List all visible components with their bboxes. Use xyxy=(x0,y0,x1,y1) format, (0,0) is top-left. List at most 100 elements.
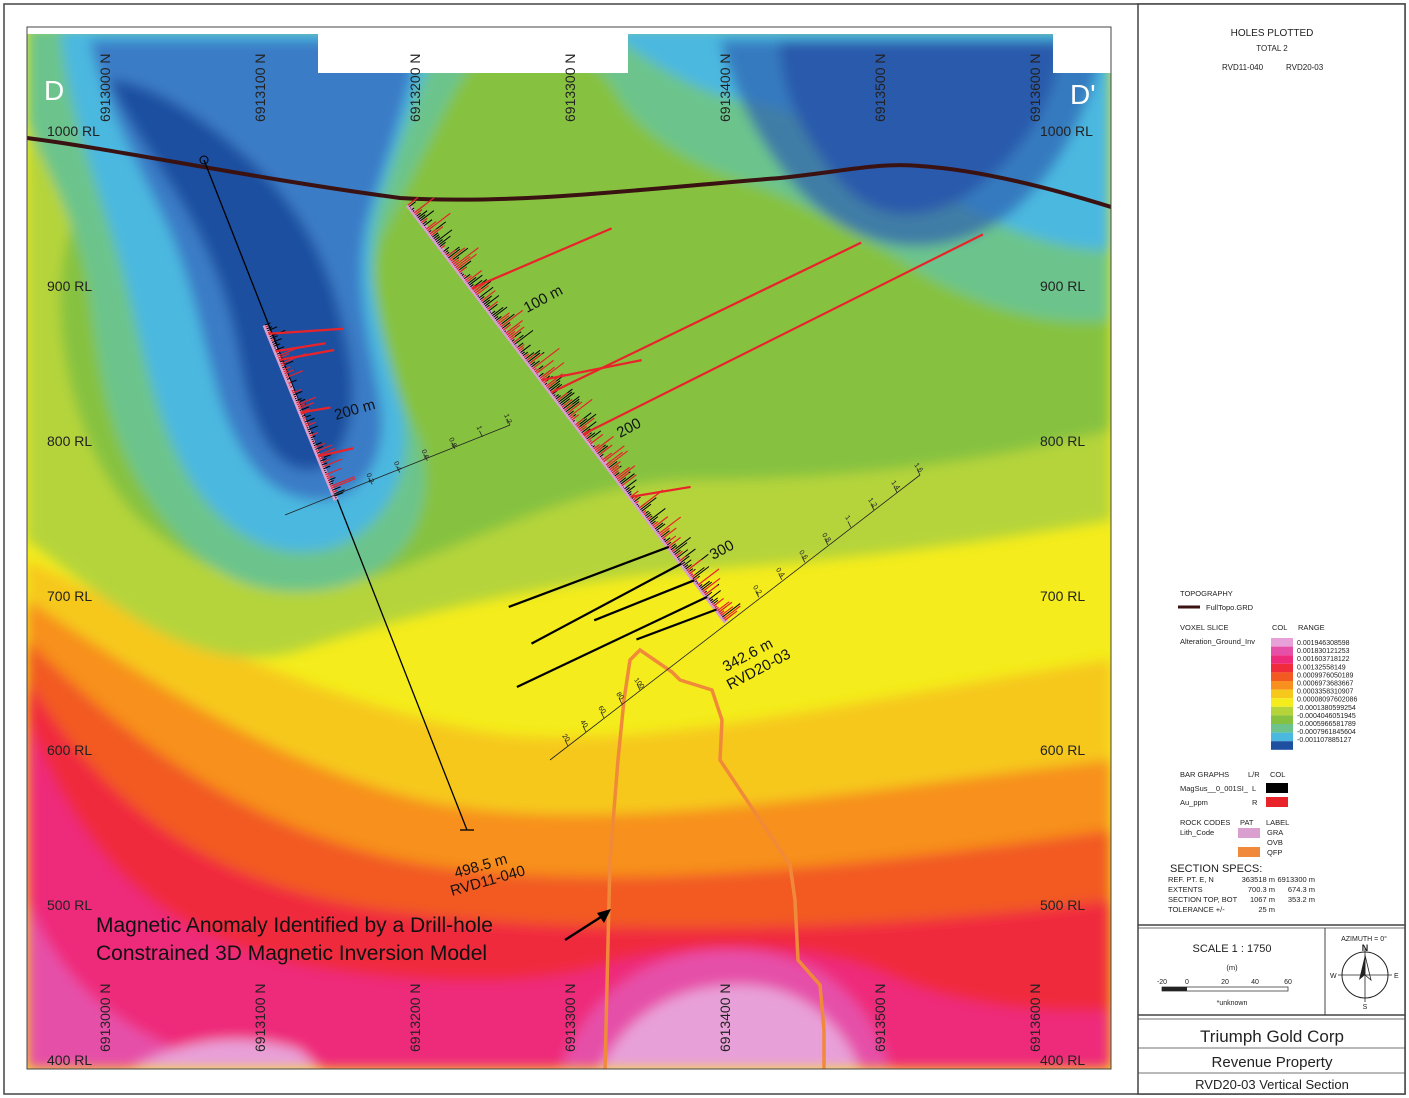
svg-text:1.2: 1.2 xyxy=(502,413,512,425)
scale-tick-0: -20 xyxy=(1157,979,1167,986)
bar-item-1-side: L xyxy=(1252,784,1256,793)
bar-item-2-swatch xyxy=(1266,797,1288,807)
bar-lr-header: L/R xyxy=(1248,770,1260,779)
svg-text:0.8: 0.8 xyxy=(447,437,457,449)
northing-top-0: 6913000 N xyxy=(97,53,113,122)
northing-top-1: 6913100 N xyxy=(252,53,268,122)
specs-title: SECTION SPECS: xyxy=(1170,863,1262,875)
voxel-range-3: 0.00132558149 xyxy=(1297,664,1346,671)
spec-name-0: REF. PT. E, N xyxy=(1168,875,1214,884)
elevation-left-4: 600 RL xyxy=(47,742,92,758)
spec-v2-2: 353.2 m xyxy=(1288,895,1315,904)
north-arrow-icon xyxy=(1359,955,1365,980)
rock-qfp-swatch xyxy=(1238,847,1260,857)
voxel-range-1: 0.001830121253 xyxy=(1297,648,1350,655)
rock-codes-title: ROCK CODES xyxy=(1180,818,1230,827)
bar-item-1-swatch xyxy=(1266,783,1288,793)
topography-title: TOPOGRAPHY xyxy=(1180,589,1233,598)
holes-plotted-title: HOLES PLOTTED xyxy=(1231,28,1314,39)
voxel-range-2: 0.001603718122 xyxy=(1297,656,1350,663)
rock-name: Lith_Code xyxy=(1180,828,1214,837)
svg-text:1.2: 1.2 xyxy=(866,497,878,509)
compass-s: S xyxy=(1363,1004,1368,1011)
scale-tick-1: 0 xyxy=(1185,979,1189,986)
holes-plotted-2: RVD20-03 xyxy=(1286,63,1324,72)
qfp-outline xyxy=(603,647,826,1069)
svg-text:0.2: 0.2 xyxy=(364,472,374,484)
rock-gra-label: GRA xyxy=(1267,828,1283,837)
property-name: Revenue Property xyxy=(1212,1054,1333,1071)
elevation-right-6: 400 RL xyxy=(1040,1052,1085,1068)
voxel-name: Alteration_Ground_Inv xyxy=(1180,637,1255,646)
rock-pat-header: PAT xyxy=(1240,818,1254,827)
annotation-line2: Constrained 3D Magnetic Inversion Model xyxy=(96,942,487,965)
compass-w: W xyxy=(1330,973,1337,980)
svg-text:0.8: 0.8 xyxy=(820,532,832,544)
scale-tick-3: 40 xyxy=(1251,979,1259,986)
annotation-line1: Magnetic Anomaly Identified by a Drill-h… xyxy=(96,914,493,937)
section-end-label: D' xyxy=(1070,79,1096,110)
voxel-range-8: -0.0001380599254 xyxy=(1297,705,1356,712)
voxel-color-scale: 0.0019463085980.0018301212530.0016037181… xyxy=(1271,638,1357,750)
svg-text:0.4: 0.4 xyxy=(774,567,786,579)
bar-item-2-name: Au_ppm xyxy=(1180,798,1208,807)
compass-n: N xyxy=(1362,943,1369,953)
voxel-slice-map: 0.2 0.4 0.6 0.8 1 1.2 0.2 0.4 0.6 0.8 1 1.2 1.4 1.6 2… xyxy=(27,27,1111,1069)
voxel-col-header: COL xyxy=(1272,623,1287,632)
elevation-left-5: 500 RL xyxy=(47,897,92,913)
elevation-right-3: 700 RL xyxy=(1040,588,1085,604)
section-name: RVD20-03 Vertical Section xyxy=(1195,1077,1349,1092)
hole2-magsus-axis xyxy=(549,474,921,761)
svg-text:1.4: 1.4 xyxy=(889,479,901,491)
northing-top-3: 6913300 N xyxy=(562,53,578,122)
svg-text:20: 20 xyxy=(560,733,570,744)
scale-label: SCALE 1 : 1750 xyxy=(1193,943,1272,955)
hole1-bar-graphs xyxy=(264,322,356,499)
voxel-title: VOXEL SLICE xyxy=(1180,623,1229,632)
bar-item-1-name: MagSus__0_001SI_ xyxy=(1180,784,1249,793)
voxel-range-5: 0.0006973683667 xyxy=(1297,681,1354,688)
spec-v2-0: 6913300 m xyxy=(1277,875,1315,884)
map-frame xyxy=(26,26,1112,1070)
company-name: Triumph Gold Corp xyxy=(1200,1027,1344,1046)
scale-bar: SCALE 1 : 1750 (m) -20 0 20 40 60 *unknown xyxy=(1157,943,1292,1007)
elevation-left-2: 800 RL xyxy=(47,433,92,449)
northing-bottom-4: 6913400 N xyxy=(717,983,733,1052)
azimuth-label: AZIMUTH = 0° xyxy=(1341,935,1387,943)
elevation-left-3: 700 RL xyxy=(47,588,92,604)
holes-total: TOTAL 2 xyxy=(1256,44,1288,53)
spec-name-2: SECTION TOP, BOT xyxy=(1168,895,1238,904)
svg-text:0.2: 0.2 xyxy=(751,584,763,596)
svg-text:1: 1 xyxy=(475,425,483,431)
svg-text:0.4: 0.4 xyxy=(392,461,402,473)
voxel-range-header: RANGE xyxy=(1298,623,1325,632)
scale-unit: (m) xyxy=(1226,963,1238,972)
voxel-range-12: -0.001107885127 xyxy=(1297,737,1351,744)
northing-bottom-3: 6913300 N xyxy=(562,983,578,1052)
svg-text:0.6: 0.6 xyxy=(797,549,809,561)
bar-col-header: COL xyxy=(1270,770,1285,779)
azimuth-compass: AZIMUTH = 0° N E S W xyxy=(1330,935,1399,1011)
section-specs: REF. PT. E, N 363518 m 6913300 m EXTENTS 700… xyxy=(1168,875,1315,914)
voxel-range-0: 0.001946308598 xyxy=(1297,640,1350,647)
annotation-arrow xyxy=(564,909,611,942)
svg-text:80: 80 xyxy=(614,691,624,702)
spec-v1-3: 25 m xyxy=(1258,905,1275,914)
voxel-range-6: 0.0003358310907 xyxy=(1297,689,1354,696)
voxel-range-4: 0.0009976050189 xyxy=(1297,672,1354,679)
svg-text:1: 1 xyxy=(843,514,851,521)
scale-tick-2: 20 xyxy=(1221,979,1229,986)
northing-bottom-0: 6913000 N xyxy=(97,983,113,1052)
scale-note: *unknown xyxy=(1217,1000,1248,1007)
northing-top-6: 6913600 N xyxy=(1027,53,1043,122)
northing-labels-top: 6913000 N 6913100 N 6913200 N 6913300 N 6913… xyxy=(97,53,1043,122)
northing-top-4: 6913400 N xyxy=(717,53,733,122)
elevation-right-4: 600 RL xyxy=(1040,742,1085,758)
bar-graphs-title: BAR GRAPHS xyxy=(1180,770,1229,779)
elevation-right-2: 800 RL xyxy=(1040,433,1085,449)
hole1-magsus-axis xyxy=(284,424,511,516)
spec-name-1: EXTENTS xyxy=(1168,885,1203,894)
legend-frame xyxy=(1137,3,1406,1095)
